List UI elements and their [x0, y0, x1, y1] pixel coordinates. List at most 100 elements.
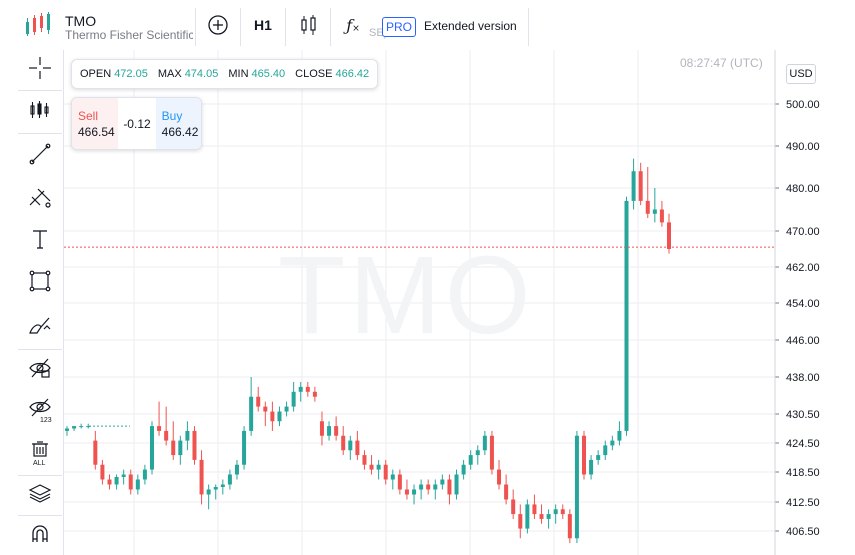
candle-body	[270, 411, 275, 422]
candle-body	[383, 464, 388, 480]
fib-retracement-icon[interactable]	[22, 182, 58, 212]
svg-text:ALL: ALL	[33, 460, 46, 466]
candle-body	[468, 455, 473, 465]
left-drawing-toolbar: 123 ALL	[0, 50, 64, 555]
divider	[18, 90, 62, 91]
candle-body	[206, 489, 211, 495]
candle-body	[305, 386, 310, 392]
svg-text:123: 123	[40, 417, 52, 423]
candle-body	[249, 396, 254, 431]
y-axis-tick-label: 418.50	[786, 467, 820, 479]
candle-body	[419, 484, 424, 490]
indicators-function-icon[interactable]: ƒ ×	[346, 15, 360, 35]
candle-body	[100, 464, 105, 480]
y-axis-tick-label: 480.00	[786, 183, 820, 195]
candle-body	[171, 440, 176, 456]
candle-body	[178, 440, 183, 456]
interval-button[interactable]: H1	[254, 17, 272, 33]
candle-body	[93, 440, 98, 465]
candle-body	[341, 435, 346, 451]
candle-body	[213, 487, 218, 490]
rectangle-icon[interactable]	[22, 266, 58, 296]
min-label: MIN	[228, 68, 249, 80]
sell-price: 466.54	[78, 125, 115, 139]
divider	[18, 515, 62, 516]
candle-body	[362, 455, 367, 465]
candle-body	[390, 474, 395, 480]
toolbar-divider	[330, 8, 331, 46]
divider	[18, 475, 62, 476]
toolbar-divider	[195, 8, 196, 46]
candle-body	[242, 430, 247, 465]
layers-icon[interactable]	[22, 478, 58, 508]
candle-body	[220, 484, 225, 487]
server-clock: 08:27:47 (UTC)	[680, 56, 763, 70]
text-tool-icon[interactable]	[22, 224, 58, 254]
extended-version-link[interactable]: Extended version	[424, 19, 517, 33]
buy-button[interactable]: Buy 466.42	[155, 98, 201, 149]
candle-body	[433, 484, 438, 490]
divider	[18, 133, 62, 134]
sell-label: Sell	[78, 109, 99, 123]
sell-button[interactable]: Sell 466.54	[72, 98, 119, 149]
hide-drawings-icon[interactable]	[22, 353, 58, 383]
candle-body	[518, 514, 523, 529]
y-axis-tick-label: 454.00	[786, 298, 820, 310]
symbol-ticker[interactable]: TMO	[65, 13, 97, 29]
candle-body	[164, 430, 169, 441]
candle-body	[72, 426, 77, 429]
candle-body	[121, 474, 126, 477]
chart-type-candles-icon[interactable]	[294, 6, 324, 44]
trade-panel: Sell 466.54 -0.12 Buy 466.42	[71, 97, 202, 150]
candle-body	[284, 406, 289, 412]
y-axis-tick-label: 490.00	[786, 141, 820, 153]
candle-body	[454, 474, 459, 495]
buy-label: Buy	[161, 109, 183, 123]
candle-body	[199, 459, 204, 495]
candle-body	[489, 435, 494, 470]
trend-line-icon[interactable]	[22, 139, 58, 169]
candle-body	[298, 386, 303, 392]
candle-body	[447, 479, 452, 495]
candle-body	[574, 435, 579, 539]
candles-logo-icon	[26, 12, 50, 36]
spread-value: -0.12	[123, 116, 151, 131]
toolbar-divider	[285, 8, 286, 46]
candle-body	[149, 426, 154, 470]
remove-all-drawings-icon[interactable]: ALL	[22, 438, 58, 468]
pro-badge[interactable]: PRO	[382, 17, 416, 37]
candle-body	[440, 479, 445, 485]
symbol-watermark: TMO	[278, 234, 535, 357]
indicators-icon[interactable]	[22, 95, 58, 125]
candle-body	[256, 396, 261, 407]
candle-body	[334, 426, 339, 436]
candle-body	[355, 440, 360, 456]
top-toolbar: TMO Thermo Fisher Scientific H1 ƒ × SE) P…	[0, 0, 855, 50]
candle-body	[532, 504, 537, 515]
hide-indicators-icon[interactable]: 123	[22, 395, 58, 425]
candle-body	[553, 509, 558, 515]
currency-button[interactable]: USD	[786, 64, 816, 84]
candle-body	[567, 514, 572, 539]
max-value: 474.05	[184, 68, 219, 80]
close-label: CLOSE	[295, 68, 333, 80]
y-axis-tick-label: 462.00	[786, 262, 820, 274]
magnet-icon[interactable]	[22, 519, 58, 549]
y-axis-tick-label: 500.00	[786, 99, 820, 111]
candle-body	[157, 426, 162, 431]
brush-icon[interactable]	[22, 310, 58, 340]
candle-body	[652, 209, 657, 214]
candle-body	[631, 171, 636, 201]
candle-body	[234, 464, 239, 475]
candle-body	[135, 479, 140, 490]
symbol-name: Thermo Fisher Scientific	[65, 28, 193, 42]
y-axis-tick-label: 446.00	[786, 335, 820, 347]
candle-body	[511, 499, 516, 515]
candle-body	[426, 484, 431, 490]
candle-body	[291, 391, 296, 407]
candle-body	[539, 514, 544, 519]
crosshair-icon[interactable]	[22, 53, 58, 83]
candle-body	[497, 469, 502, 485]
candle-body	[461, 464, 466, 475]
compare-plus-icon[interactable]	[203, 6, 233, 44]
